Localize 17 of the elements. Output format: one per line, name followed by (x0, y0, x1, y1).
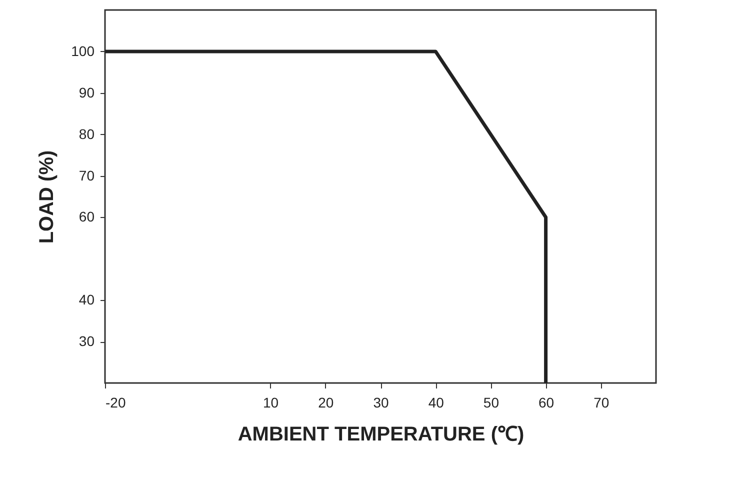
x-tick-label: 70 (594, 394, 610, 410)
y-tick-label: 100 (71, 42, 95, 59)
x-tick-label: 60 (538, 394, 554, 410)
x-axis-title: AMBIENT TEMPERATURE (℃) (238, 424, 524, 446)
x-tick-label: 30 (373, 394, 389, 410)
x-tick-label: 50 (483, 394, 500, 410)
x-tick-label: -20 (106, 394, 126, 410)
y-tick-label: 60 (78, 208, 95, 225)
y-tick-label: 30 (78, 333, 95, 350)
y-tick-label: 70 (78, 167, 95, 184)
x-tick-label: 20 (318, 394, 334, 410)
x-tick-label: 40 (428, 394, 444, 410)
x-tick-label: 10 (263, 394, 279, 410)
y-tick-label: 40 (78, 292, 95, 308)
y-tick-label: 80 (78, 126, 95, 142)
y-tick-label: 90 (78, 84, 95, 100)
y-axis-title: LOAD (%) (36, 150, 58, 244)
